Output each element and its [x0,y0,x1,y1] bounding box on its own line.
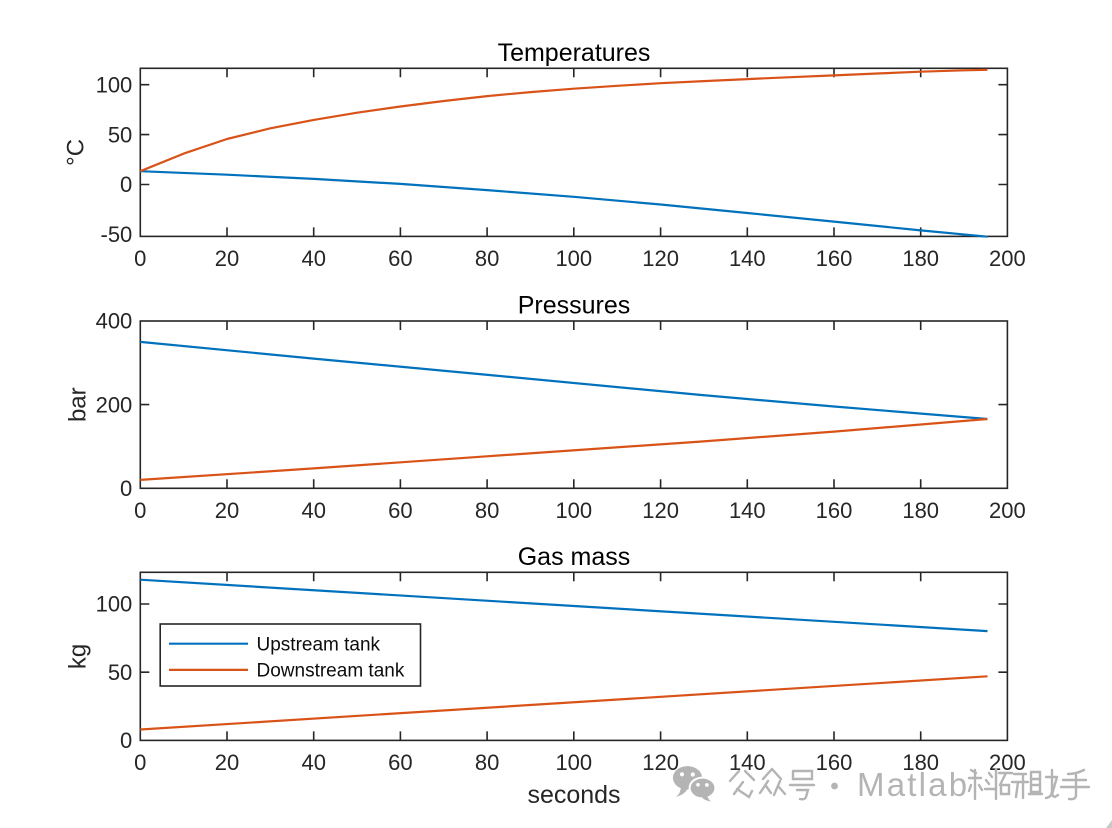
svg-text:200: 200 [989,246,1026,271]
svg-text:50: 50 [108,122,132,147]
svg-text:kg: kg [65,644,92,669]
svg-text:Gas mass: Gas mass [518,543,631,571]
svg-text:Upstream tank: Upstream tank [257,634,381,655]
svg-text:140: 140 [729,498,766,523]
svg-text:Downstream tank: Downstream tank [257,661,405,682]
svg-text:100: 100 [555,498,592,523]
svg-text:180: 180 [902,498,939,523]
svg-text:40: 40 [301,750,325,775]
svg-text:60: 60 [388,498,412,523]
svg-text:100: 100 [555,246,592,271]
svg-text:50: 50 [108,660,132,685]
svg-text:80: 80 [475,750,499,775]
svg-text:80: 80 [475,246,499,271]
svg-text:0: 0 [120,728,132,753]
svg-text:40: 40 [301,498,325,523]
svg-text:0: 0 [120,476,132,501]
svg-text:100: 100 [96,592,133,617]
svg-text:20: 20 [215,498,239,523]
svg-text:160: 160 [816,246,853,271]
svg-text:160: 160 [816,498,853,523]
svg-text:160: 160 [816,750,853,775]
svg-text:400: 400 [96,309,133,334]
svg-text:-50: -50 [101,222,133,247]
svg-text:100: 100 [96,72,133,97]
svg-text:0: 0 [134,750,146,775]
svg-text:120: 120 [642,750,679,775]
svg-text:200: 200 [989,750,1026,775]
svg-text:60: 60 [388,246,412,271]
svg-text:bar: bar [65,387,92,422]
svg-text:40: 40 [301,246,325,271]
svg-text:Matlab: Matlab [857,766,969,803]
svg-text:0: 0 [134,246,146,271]
svg-text:180: 180 [902,246,939,271]
svg-text:140: 140 [729,750,766,775]
svg-text:Pressures: Pressures [518,292,631,320]
svg-text:20: 20 [215,750,239,775]
svg-text:120: 120 [642,246,679,271]
svg-text:60: 60 [388,750,412,775]
svg-text:180: 180 [902,750,939,775]
svg-text:140: 140 [729,246,766,271]
svg-text:°C: °C [63,139,90,166]
svg-text:200: 200 [989,498,1026,523]
svg-text:Temperatures: Temperatures [498,39,651,67]
svg-text:80: 80 [475,498,499,523]
svg-text:20: 20 [215,246,239,271]
svg-text:0: 0 [120,172,132,197]
svg-text:seconds: seconds [527,781,620,809]
svg-text:200: 200 [96,392,133,417]
svg-text:100: 100 [555,750,592,775]
svg-text:120: 120 [642,498,679,523]
svg-text:0: 0 [134,498,146,523]
